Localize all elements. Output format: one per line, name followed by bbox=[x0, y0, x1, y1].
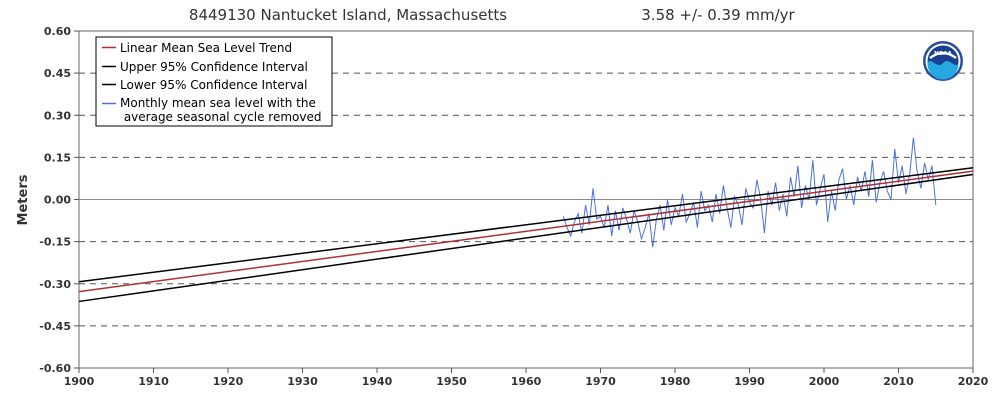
y-tick-label: -0.60 bbox=[39, 362, 71, 375]
x-tick-label: 1990 bbox=[734, 375, 765, 388]
logo-wave bbox=[927, 60, 959, 80]
x-tick-label: 2020 bbox=[958, 375, 989, 388]
series-layer bbox=[78, 137, 974, 303]
x-tick-label: 1980 bbox=[660, 375, 691, 388]
x-tick-label: 2010 bbox=[883, 375, 914, 388]
legend-label-trend: Linear Mean Sea Level Trend bbox=[120, 41, 292, 55]
legend-box bbox=[95, 36, 333, 127]
y-tick-label: 0.60 bbox=[44, 25, 71, 38]
x-tick-label: 2000 bbox=[809, 375, 840, 388]
y-tick-label: 0.30 bbox=[44, 109, 71, 122]
axis-ticks: 0.60 0.45 0.30 0.15 0.00 -0.15 -0.30 -0.45 -0.60… bbox=[39, 25, 988, 388]
x-tick-label: 1940 bbox=[362, 375, 393, 388]
y-tick-label: -0.45 bbox=[39, 320, 71, 333]
series-trend-line bbox=[78, 170, 974, 293]
legend-label-monthly-line2: average seasonal cycle removed bbox=[120, 110, 321, 124]
legend-label-monthly: Monthly mean sea level with the bbox=[120, 96, 316, 110]
chart-title: 8449130 Nantucket Island, Massachusetts bbox=[189, 6, 507, 24]
y-tick-label: 0.45 bbox=[44, 67, 71, 80]
x-tick-label: 1900 bbox=[64, 375, 95, 388]
y-tick-label: -0.30 bbox=[39, 278, 71, 291]
series-upper-ci bbox=[78, 167, 974, 283]
x-tick-label: 1970 bbox=[585, 375, 616, 388]
y-tick-label: 0.00 bbox=[44, 194, 71, 207]
y-tick-label: -0.15 bbox=[39, 236, 71, 249]
x-tick-label: 1950 bbox=[436, 375, 467, 388]
x-tick-label: 1920 bbox=[213, 375, 244, 388]
series-monthly-sea-level bbox=[562, 137, 937, 248]
logo-text: NOAA bbox=[934, 51, 952, 57]
x-tick-label: 1930 bbox=[287, 375, 318, 388]
logo-gull bbox=[929, 51, 957, 60]
trend-rate-text: 3.58 +/- 0.39 mm/yr bbox=[641, 6, 795, 24]
legend: Linear Mean Sea Level Trend Upper 95% Co… bbox=[95, 36, 333, 127]
legend-label-upper: Upper 95% Confidence Interval bbox=[120, 60, 308, 74]
x-tick-label: 1960 bbox=[511, 375, 542, 388]
y-axis-title: Meters bbox=[16, 174, 31, 225]
legend-label-lower: Lower 95% Confidence Interval bbox=[120, 78, 308, 92]
noaa-logo: NOAA bbox=[923, 41, 963, 81]
y-tick-label: 0.15 bbox=[44, 151, 71, 164]
x-tick-label: 1910 bbox=[138, 375, 169, 388]
series-lower-ci bbox=[78, 173, 974, 303]
